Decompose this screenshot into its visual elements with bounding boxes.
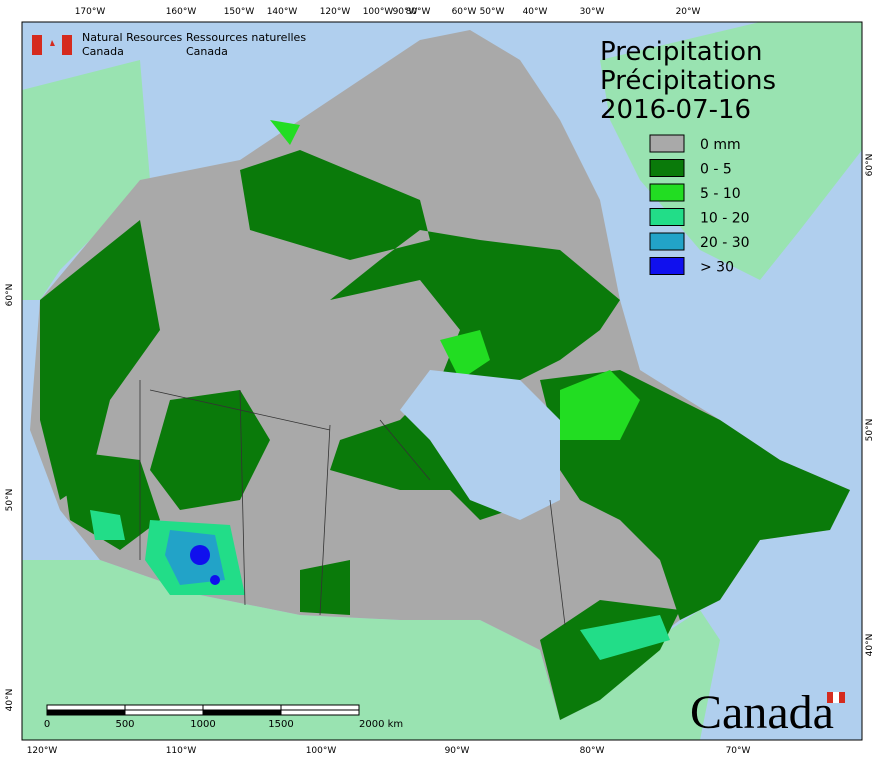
alaska [22,60,150,300]
scale-label: 2000 km [359,719,403,730]
legend-label: 5 - 10 [700,186,741,202]
legend-swatch [649,159,685,177]
flag [50,40,55,46]
map-body [22,22,862,740]
flag [62,35,72,55]
usa [22,560,720,740]
bottom-label: 80°W [580,746,605,756]
hudson-bay [400,370,560,520]
wordmark: Canada [690,686,834,739]
top-label: 60°W [452,7,477,17]
scale-segment [202,709,282,716]
wordmark-flag [833,692,839,703]
boundaries [139,380,566,626]
scale-segment [46,704,126,711]
agency-fr: Ressources naturelles [186,31,306,44]
right-label: 50°N [865,419,875,442]
legend-swatch [649,232,685,251]
legend: 0 mm 0 - 5 5 - 10 10 - 20 20 - 30 > 30 [649,134,750,276]
top-label: 90°W [393,7,418,17]
frame [21,21,863,741]
top-label: 120°W [320,7,351,17]
legend-label: 20 - 30 [700,235,750,251]
legend-label: 0 mm [700,137,741,153]
top-label: 160°W [166,7,197,17]
bottom-label: 110°W [166,746,197,756]
agency-fr: Canada [186,45,228,58]
bottom-label: 100°W [306,746,337,756]
top-label: 50°W [480,7,505,17]
legend-swatch [649,183,685,202]
agency-en: Canada [82,45,124,58]
precip-10-20 [90,510,670,660]
scale-segment [124,709,204,716]
top-label: 150°W [224,7,255,17]
top-label: 170°W [75,7,106,17]
left-label: 60°N [5,284,15,307]
top-label: 20°W [676,7,701,17]
greenland [600,22,862,280]
bottom-label: 90°W [445,746,470,756]
top-label: 40°W [523,7,548,17]
precip-over-30 [210,575,220,585]
flag [32,35,42,55]
scale-segment [124,704,204,711]
scale-label: 0 [44,719,50,730]
scale-segment [280,709,360,716]
title-date: 2016-07-16 [600,95,751,125]
legend-swatch [649,208,685,226]
scale-label: 1500 [268,719,293,730]
title-en: Precipitation [600,37,763,67]
left-label: 50°N [5,489,15,512]
right-label: 40°N [865,634,875,657]
legend-swatch [649,257,685,275]
scale-label: 1000 [190,719,215,730]
bottom-label: 120°W [27,746,58,756]
precip-5-10 [270,120,640,440]
title-fr: Précipitations [600,66,776,96]
top-label: 140°W [267,7,298,17]
scale-label: 500 [115,719,134,730]
legend-label: 0 - 5 [700,162,732,178]
precip-over-30 [190,545,210,565]
scale-bar: 0 500 1000 1500 2000 km [44,704,403,730]
legend-label: > 30 [700,260,734,276]
scale-segment [280,704,360,711]
top-label: 80°W [406,7,431,17]
left-label: 40°N [5,689,15,712]
legend-swatch [649,134,685,153]
scale-segment [46,709,126,716]
agency-en: Natural Resources [82,31,183,44]
legend-label: 10 - 20 [700,211,750,227]
graticule: 170°W 160°W 150°W 140°W 120°W 100°W 90°W80°W 60… [5,7,875,756]
right-label: 60°N [865,154,875,177]
top-label: 30°W [580,7,605,17]
scale-segment [202,704,282,711]
top-label: 100°W [363,7,394,17]
bottom-label: 70°W [726,746,751,756]
